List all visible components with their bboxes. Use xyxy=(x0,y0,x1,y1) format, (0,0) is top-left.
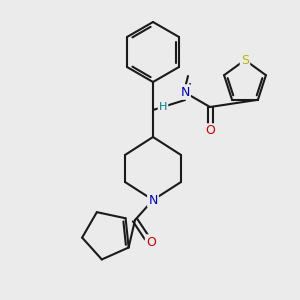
Text: N: N xyxy=(180,85,190,98)
Text: N: N xyxy=(148,194,158,206)
Text: O: O xyxy=(146,236,156,248)
Text: N: N xyxy=(180,85,190,98)
Text: H: H xyxy=(159,102,167,112)
Text: S: S xyxy=(241,53,249,67)
Text: O: O xyxy=(205,124,215,137)
